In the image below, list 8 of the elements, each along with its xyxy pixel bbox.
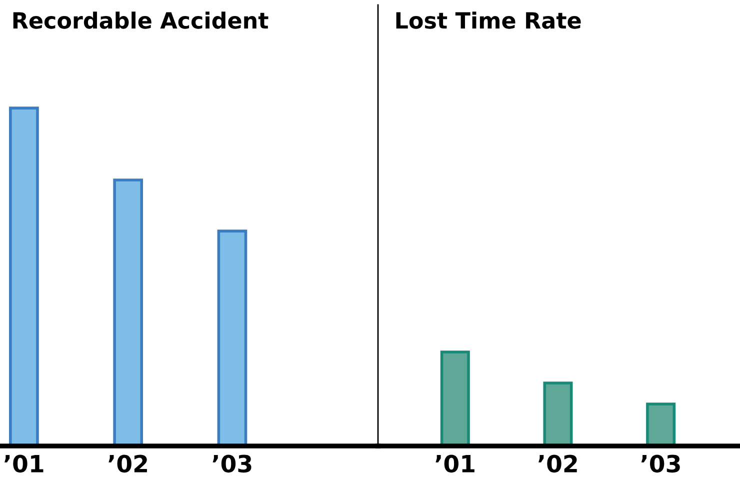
x-tick-label: ’02 — [108, 454, 147, 473]
x-tick-label: ’01 — [436, 454, 474, 473]
x-tick-label: ’03 — [641, 454, 680, 473]
chart-title: Recordable Accident — [13, 12, 268, 29]
x-tick-label: ’02 — [538, 454, 577, 473]
x-tick-label: ’03 — [212, 454, 252, 473]
chart-title: Lost Time Rate — [396, 12, 581, 29]
x-tick-label: ’01 — [4, 454, 44, 473]
